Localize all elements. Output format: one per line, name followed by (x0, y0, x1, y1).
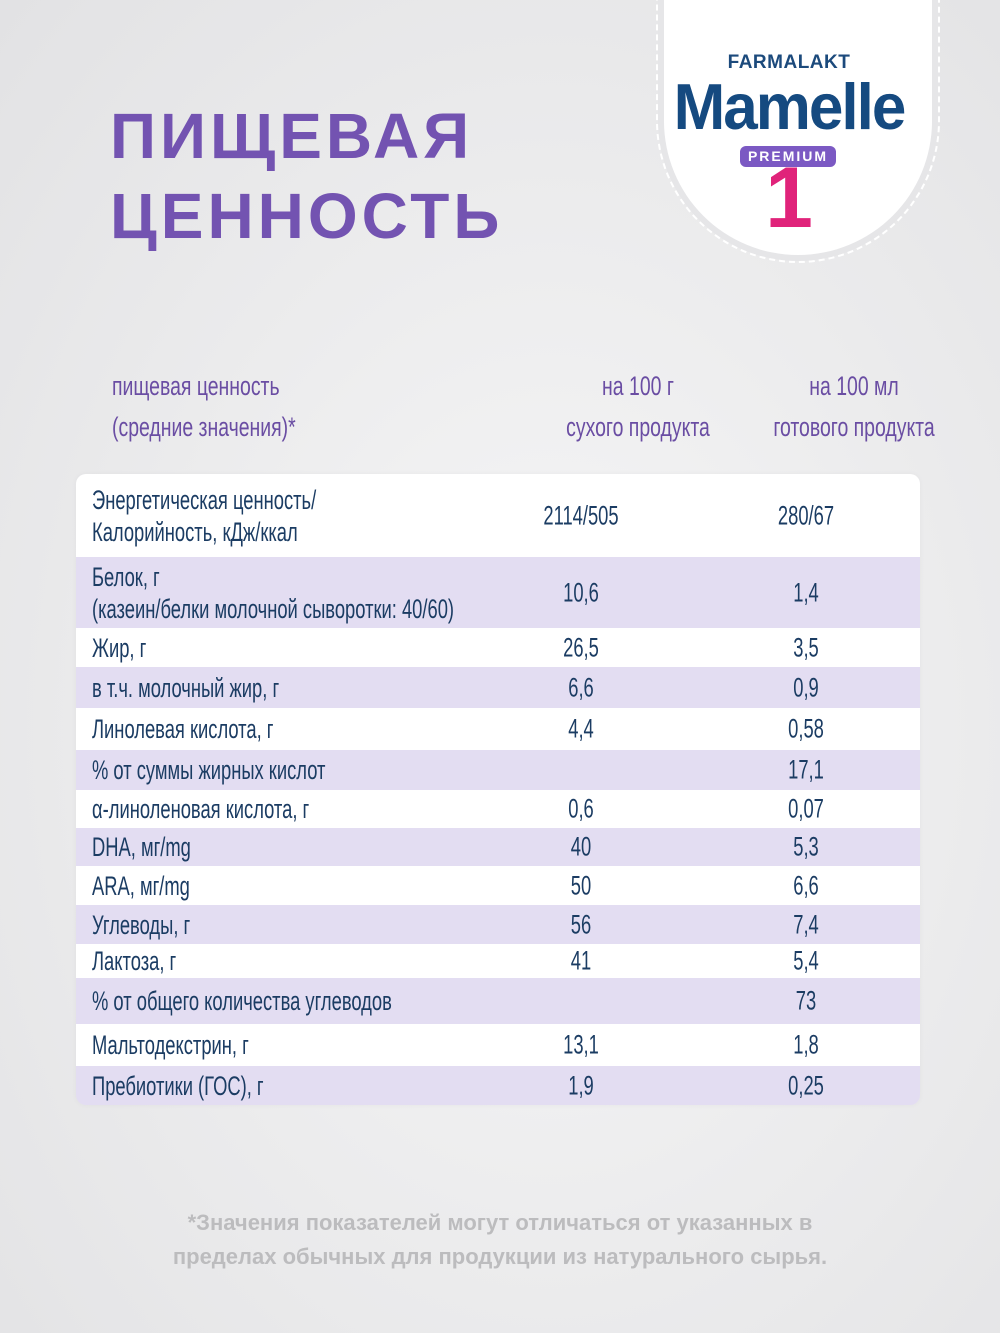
table-row: DHA, мг/mg 40 5,3 (76, 828, 920, 866)
value-per-100g: 6,6 (568, 672, 594, 702)
column-header-per-100g: на 100 г сухого продукта (553, 366, 723, 448)
value-per-100g: 50 (570, 870, 592, 900)
value-per-100g: 40 (570, 831, 592, 862)
table-row: % от общего количества углеводов 73 (76, 978, 920, 1024)
column-header-line: пищевая ценность (112, 371, 280, 401)
row-label: Энергетическая ценность/Калорийность, кД… (92, 484, 317, 547)
logo-badge (656, 0, 940, 263)
value-per-100g: 4,4 (568, 713, 594, 744)
value-per-100g: 2114/505 (543, 500, 619, 530)
page-title-line2: ЦЕННОСТЬ (110, 180, 504, 252)
table-row: Углеводы, г 56 7,4 (76, 905, 920, 944)
logo-premium-badge: PREMIUM (740, 146, 836, 167)
table-row: в т.ч. молочный жир, г 6,6 0,9 (76, 667, 920, 708)
row-label: Лактоза, г (92, 946, 177, 976)
logo-name: Mamelle (673, 71, 907, 144)
value-per-100g: 41 (570, 945, 592, 976)
row-label: Линолевая кислота, г (92, 714, 274, 744)
footnote-line: пределах обычных для продукции из натура… (172, 1244, 828, 1269)
logo-stage-number: 1 (765, 150, 813, 246)
column-header-line: сухого продукта (566, 412, 710, 442)
row-label: % от суммы жирных кислот (92, 755, 326, 785)
value-per-100ml: 1,4 (793, 577, 819, 607)
column-header-line: на 100 г (602, 371, 674, 401)
table-row: Пребиотики (ГОС), г 1,9 0,25 (76, 1066, 920, 1105)
value-per-100ml: 1,8 (793, 1029, 819, 1060)
value-per-100ml: 0,58 (788, 713, 824, 744)
value-per-100g: 1,9 (568, 1070, 594, 1100)
table-row: Белок, г (казеин/белки молочной сыворотки… (76, 557, 920, 628)
row-label: Пребиотики (ГОС), г (92, 1070, 264, 1101)
value-per-100ml: 0,07 (788, 793, 824, 824)
value-per-100ml: 6,6 (793, 870, 819, 900)
column-header-per-100ml: на 100 мл готового продукта (756, 366, 952, 448)
table-row: Жир, г 26,5 3,5 (76, 628, 920, 667)
page-title-line1: ПИЩЕВАЯ (110, 100, 474, 172)
table-row: α-линоленовая кислота, г 0,6 0,07 (76, 790, 920, 828)
row-label: Углеводы, г (92, 909, 191, 940)
value-per-100g: 10,6 (563, 577, 599, 607)
value-per-100ml: 5,3 (793, 831, 819, 862)
value-per-100ml: 5,4 (793, 945, 819, 976)
footnote: *Значения показателей могут отличаться о… (100, 1206, 900, 1274)
value-per-100g: 13,1 (563, 1029, 599, 1060)
row-label: ARA, мг/mg (92, 870, 190, 901)
value-per-100ml: 0,9 (793, 672, 819, 702)
value-per-100g: 56 (570, 909, 592, 939)
row-label: DHA, мг/mg (92, 832, 191, 862)
table-row: Мальтодекстрин, г 13,1 1,8 (76, 1024, 920, 1066)
column-header-line: на 100 мл (809, 371, 899, 401)
column-header-line: готового продукта (773, 412, 935, 442)
table-row: ARA, мг/mg 50 6,6 (76, 866, 920, 905)
row-label: Белок, г (казеин/белки молочной сыворотки… (92, 561, 455, 624)
logo-brand: FARMALAKT (727, 52, 851, 73)
value-per-100g: 0,6 (568, 793, 594, 824)
value-per-100g: 26,5 (563, 632, 599, 662)
page-title: ПИЩЕВАЯ ЦЕННОСТЬ (110, 96, 503, 256)
table-row: % от суммы жирных кислот 17,1 (76, 750, 920, 790)
row-label: Мальтодекстрин, г (92, 1030, 249, 1060)
value-per-100ml: 17,1 (788, 754, 824, 785)
value-per-100ml: 3,5 (793, 632, 819, 662)
table-row: Линолевая кислота, г 4,4 0,58 (76, 708, 920, 750)
table-row: Энергетическая ценность/Калорийность, кД… (76, 474, 920, 557)
row-label: Жир, г (92, 632, 147, 663)
value-per-100ml: 280/67 (777, 500, 835, 530)
value-per-100ml: 7,4 (793, 909, 819, 939)
nutrition-table: Энергетическая ценность/Калорийность, кД… (76, 474, 920, 1105)
row-label: α-линоленовая кислота, г (92, 794, 310, 824)
footnote-line: *Значения показателей могут отличаться о… (187, 1210, 813, 1235)
table-row: Лактоза, г 41 5,4 (76, 944, 920, 978)
row-label: в т.ч. молочный жир, г (92, 672, 280, 703)
column-header-line: (средние значения)* (112, 412, 296, 442)
value-per-100ml: 73 (795, 985, 817, 1016)
value-per-100ml: 0,25 (788, 1070, 824, 1100)
column-header-nutrient: пищевая ценность (средние значения)* (112, 366, 296, 448)
row-label: % от общего количества углеводов (92, 986, 392, 1016)
